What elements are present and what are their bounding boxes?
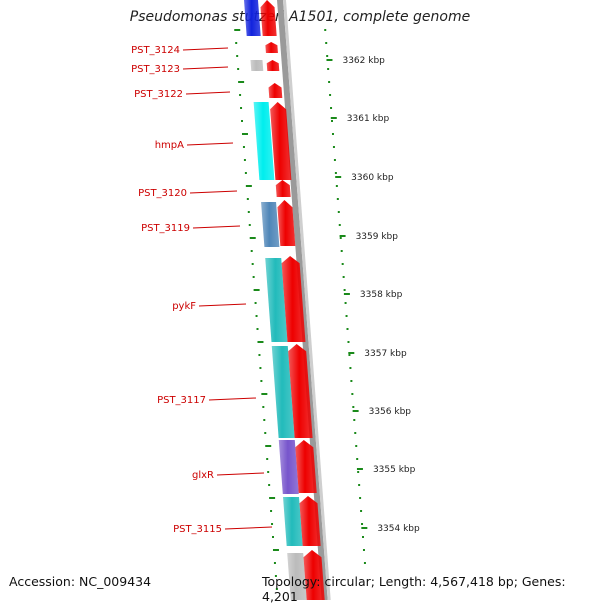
gene-label-leader: [198, 303, 247, 307]
forward-gene-arrow: [260, 0, 277, 36]
gene-label: PST_3117: [157, 395, 206, 406]
kbp-label: 3361 kbp: [347, 114, 390, 124]
gene-label: glxR: [192, 470, 214, 481]
map-title: Pseudomonas stutzeri A1501, complete gen…: [129, 9, 471, 25]
kbp-label: 3354 kbp: [377, 524, 420, 534]
reverse-gene-block: [253, 102, 275, 180]
kbp-label: 3360 kbp: [351, 173, 394, 183]
reverse-gene-block: [287, 553, 307, 600]
gene-label-leader: [189, 190, 238, 194]
gene-label: hmpA: [155, 140, 184, 151]
gene-label-leader: [216, 472, 265, 476]
forward-gene-arrow: [270, 102, 292, 180]
kbp-label: 3356 kbp: [369, 407, 412, 417]
gene-label-leader: [185, 91, 231, 95]
reverse-gene-block: [261, 202, 280, 247]
gene-label-leader: [192, 225, 241, 229]
forward-gene-arrow: [277, 200, 296, 246]
accession-text: Accession: NC_009434: [9, 574, 152, 589]
forward-gene-arrow: [266, 60, 280, 71]
reverse-gene-block: [250, 60, 264, 71]
forward-gene-arrow: [265, 42, 278, 53]
kbp-label: 3359 kbp: [356, 232, 399, 242]
gene-label-leader: [182, 66, 229, 70]
gene-label: pykF: [172, 301, 196, 312]
gene-label: PST_3115: [173, 524, 222, 535]
reverse-gene-block: [283, 497, 303, 546]
forward-gene-arrow: [268, 83, 283, 98]
gene-label: PST_3120: [138, 188, 187, 199]
forward-gene-arrow: [299, 496, 321, 546]
reverse-gene-block: [271, 346, 295, 438]
kbp-label: 3357 kbp: [364, 349, 407, 359]
kbp-label: 3355 kbp: [373, 465, 416, 475]
reverse-gene-block: [265, 258, 288, 342]
gene-label: PST_3123: [131, 64, 180, 75]
forward-gene-arrow: [281, 256, 306, 342]
kbp-label: 3358 kbp: [360, 290, 403, 300]
backbone-ring-edge: [283, 0, 331, 600]
kbp-label: 3362 kbp: [342, 56, 385, 66]
gene-label: PST_3122: [134, 89, 183, 100]
gene-label-leader: [208, 397, 257, 401]
gene-label-leader: [182, 47, 229, 51]
gene-label: PST_3124: [131, 45, 180, 56]
forward-gene-arrow: [288, 344, 313, 438]
forward-gene-arrow: [275, 180, 291, 197]
forward-gene-arrow: [303, 550, 325, 600]
backbone-ring: [277, 0, 328, 600]
forward-gene-arrow: [295, 440, 317, 493]
reverse-gene-block: [278, 440, 299, 494]
reverse-gene-block: [244, 0, 261, 36]
gene-label: PST_3119: [141, 223, 190, 234]
gene-label-leader: [186, 142, 234, 146]
gene-label-leader: [224, 526, 273, 530]
